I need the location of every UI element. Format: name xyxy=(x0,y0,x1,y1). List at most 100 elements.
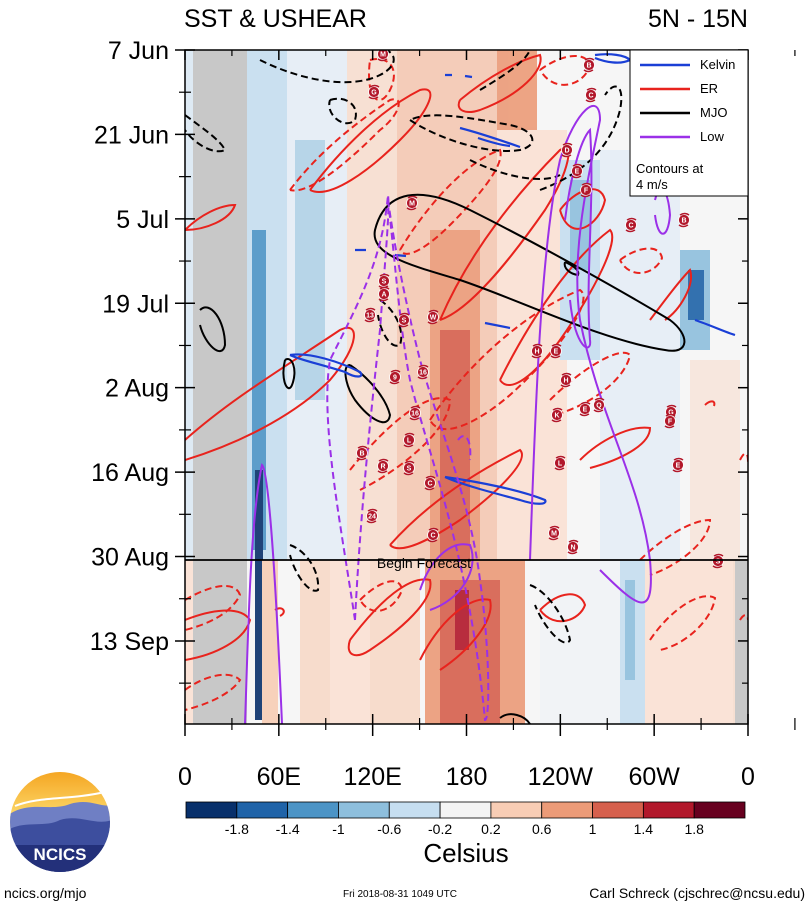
svg-text:G: G xyxy=(668,410,674,417)
colorbar-bin xyxy=(541,801,593,819)
tc-marker: E xyxy=(579,401,591,417)
x-tick-label: 60E xyxy=(257,763,301,791)
x-tick-label: 180 xyxy=(446,763,488,791)
svg-text:9: 9 xyxy=(393,375,397,382)
legend-note-line2: 4 m/s xyxy=(636,177,668,192)
y-axis: 7 Jun 21 Jun 5 Jul 19 Jul 2 Aug 16 Aug 30 Aug 1… xyxy=(90,37,748,684)
svg-text:E: E xyxy=(583,407,588,414)
legend-box xyxy=(629,49,749,197)
svg-text:E: E xyxy=(676,463,681,470)
svg-text:M: M xyxy=(380,52,386,59)
forecast-label: Begin Forecast xyxy=(377,555,471,571)
colorbar-bin xyxy=(642,801,695,819)
tc-marker: F xyxy=(580,182,592,198)
svg-text:F: F xyxy=(668,419,673,426)
svg-text:B: B xyxy=(586,63,591,70)
svg-text:13: 13 xyxy=(366,313,374,320)
tc-marker: E xyxy=(550,343,562,359)
legend-label-mjo: MJO xyxy=(700,105,727,120)
colorbar-tick-label: -0.6 xyxy=(377,821,401,837)
tc-marker: C xyxy=(585,87,597,103)
tc-marker: E xyxy=(571,163,583,179)
x-tick-label: 120E xyxy=(343,763,401,791)
colorbar-tick-label: 0.2 xyxy=(481,821,501,837)
tc-marker: L xyxy=(554,455,566,471)
colorbar-bin xyxy=(592,801,644,819)
tc-marker: S xyxy=(398,312,410,328)
er-contours xyxy=(185,53,716,671)
colorbar-bin xyxy=(490,801,543,819)
tc-marker: 16 xyxy=(409,405,421,421)
svg-text:F: F xyxy=(584,188,589,195)
tc-marker: S xyxy=(712,553,724,569)
svg-text:M: M xyxy=(409,201,415,208)
svg-text:C: C xyxy=(430,533,435,540)
svg-text:C: C xyxy=(628,223,633,230)
svg-text:G: G xyxy=(371,90,377,97)
tc-marker: Q xyxy=(593,397,605,413)
tc-marker: N xyxy=(567,539,579,555)
tc-marker: K xyxy=(551,407,563,423)
tc-marker: E xyxy=(672,457,684,473)
svg-text:B: B xyxy=(681,218,686,225)
svg-text:N: N xyxy=(570,545,575,552)
svg-text:D: D xyxy=(564,148,569,155)
mjo-contours xyxy=(199,193,686,724)
svg-text:C: C xyxy=(427,481,432,488)
colorbar-tick-label: -1 xyxy=(332,821,345,837)
y-tick-label: 5 Jul xyxy=(116,206,169,234)
colorbar-tick-label: -0.2 xyxy=(428,821,452,837)
x-tick-label: 120W xyxy=(528,763,594,791)
y-tick-label: 30 Aug xyxy=(91,544,169,572)
svg-text:E: E xyxy=(575,169,580,176)
legend-label-er: ER xyxy=(700,81,718,96)
tc-marker: 16 xyxy=(417,364,429,380)
tc-marker: 9 xyxy=(389,369,401,385)
colorbar-tick-label: -1.8 xyxy=(225,821,249,837)
low-contours-negative xyxy=(326,194,490,722)
colorbar-bin xyxy=(236,801,289,819)
y-tick-label: 16 Aug xyxy=(91,459,169,487)
svg-text:E: E xyxy=(554,349,559,356)
x-tick-label: 0 xyxy=(741,763,755,791)
mjo-contours-negative xyxy=(185,50,623,644)
logo-text: NCICS xyxy=(34,845,87,864)
svg-text:R: R xyxy=(380,464,385,471)
tc-marker: D xyxy=(561,142,573,158)
svg-text:S: S xyxy=(407,466,412,473)
chart-title: SST & USHEAR xyxy=(184,5,367,33)
svg-text:16: 16 xyxy=(419,370,427,377)
x-tick-label: 0 xyxy=(178,763,192,791)
ncics-logo: NCICS xyxy=(10,772,110,872)
tc-marker: M xyxy=(548,525,560,541)
tc-marker: G xyxy=(368,84,380,100)
tc-marker: C xyxy=(625,217,637,233)
colorbar-bin xyxy=(338,801,390,819)
tc-marker: C xyxy=(427,527,439,543)
colorbar-bin xyxy=(439,801,492,819)
tc-marker: B xyxy=(583,57,595,73)
legend: Kelvin ER MJO Low Contours at 4 m/s xyxy=(629,49,749,197)
svg-text:L: L xyxy=(558,461,563,468)
svg-text:Q: Q xyxy=(596,403,602,410)
legend-label-low: Low xyxy=(700,129,724,144)
y-tick-label: 7 Jun xyxy=(108,37,169,65)
svg-text:B: B xyxy=(359,451,364,458)
tc-marker: W xyxy=(427,309,439,325)
tc-marker: B xyxy=(356,445,368,461)
footer-author: Carl Schreck (cjschrec@ncsu.edu) xyxy=(589,885,805,901)
tc-marker: H xyxy=(560,372,572,388)
tc-marker: S xyxy=(378,273,390,289)
tc-marker: R xyxy=(377,458,389,474)
svg-text:C: C xyxy=(588,93,593,100)
svg-text:H: H xyxy=(534,349,539,356)
svg-text:S: S xyxy=(402,318,407,325)
svg-text:16: 16 xyxy=(411,411,419,418)
tc-marker: M xyxy=(377,50,389,62)
x-tick-label: 60W xyxy=(628,763,680,791)
colorbar-unit: Celsius xyxy=(423,838,508,868)
colorbar-tick-label: 0.6 xyxy=(532,821,552,837)
tc-marker: S xyxy=(403,460,415,476)
